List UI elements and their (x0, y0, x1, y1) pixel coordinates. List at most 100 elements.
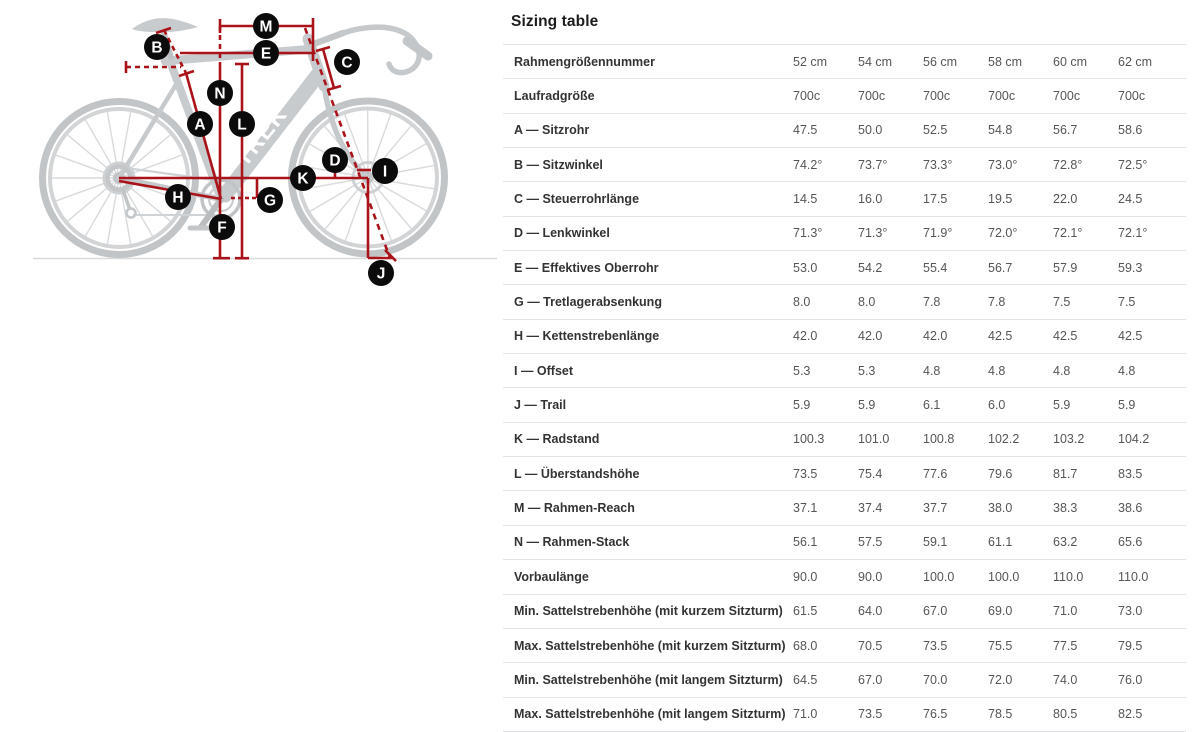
row-value: 56 cm (923, 55, 957, 69)
row-value: 70.5 (858, 639, 882, 653)
row-value: 73.7° (858, 158, 887, 172)
diagram-label-G: G (257, 187, 283, 213)
row-value: 16.0 (858, 192, 882, 206)
row-value: 38.6 (1118, 501, 1142, 515)
row-value: 75.5 (988, 639, 1012, 653)
row-value: 37.4 (858, 501, 882, 515)
svg-text:H: H (172, 190, 183, 207)
row-value: 76.0 (1118, 673, 1142, 687)
row-value: 100.0 (923, 570, 954, 584)
row-value: 700c (988, 89, 1015, 103)
row-value: 90.0 (793, 570, 817, 584)
row-value: 102.2 (988, 432, 1019, 446)
row-value: 71.3° (858, 226, 887, 240)
row-value: 22.0 (1053, 192, 1077, 206)
diagram-label-F: F (209, 214, 235, 240)
table-row: Max. Sattelstrebenhöhe (mit langem Sitzt… (503, 698, 1186, 732)
row-value: 62 cm (1118, 55, 1152, 69)
row-label: Rahmengrößennummer (514, 55, 655, 69)
row-value: 54 cm (858, 55, 892, 69)
row-value: 100.0 (988, 570, 1019, 584)
row-value: 17.5 (923, 192, 947, 206)
row-value: 38.3 (1053, 501, 1077, 515)
row-value: 5.9 (1053, 398, 1070, 412)
row-value: 59.3 (1118, 261, 1142, 275)
brake-hood (407, 41, 428, 56)
row-value: 14.5 (793, 192, 817, 206)
diagram-label-I: I (372, 158, 398, 184)
row-value: 71.0 (793, 707, 817, 721)
bike-geometry-diagram: TREK (0, 0, 500, 300)
row-value: 83.5 (1118, 467, 1142, 481)
row-value: 5.3 (793, 364, 810, 378)
row-value: 73.5 (858, 707, 882, 721)
row-value: 103.2 (1053, 432, 1084, 446)
table-row: Max. Sattelstrebenhöhe (mit kurzem Sitzt… (503, 629, 1186, 663)
row-value: 56.7 (988, 261, 1012, 275)
row-value: 63.2 (1053, 535, 1077, 549)
row-value: 73.5 (793, 467, 817, 481)
row-value: 70.0 (923, 673, 947, 687)
row-value: 72.8° (1053, 158, 1082, 172)
row-value: 73.0 (1118, 604, 1142, 618)
row-value: 4.8 (1053, 364, 1070, 378)
row-value: 74.0 (1053, 673, 1077, 687)
bike-diagram-svg: TREK (0, 0, 500, 300)
sizing-table-title: Sizing table (500, 0, 1199, 44)
table-row: Min. Sattelstrebenhöhe (mit langem Sitzt… (503, 663, 1186, 697)
row-value: 73.3° (923, 158, 952, 172)
row-value: 72.1° (1053, 226, 1082, 240)
row-value: 110.0 (1053, 570, 1083, 584)
svg-text:J: J (377, 266, 386, 283)
row-value: 68.0 (793, 639, 817, 653)
row-value: 78.5 (988, 707, 1012, 721)
row-label: B — Sitzwinkel (514, 158, 603, 172)
diagram-label-H: H (165, 184, 191, 210)
row-value: 75.4 (858, 467, 882, 481)
row-value: 76.5 (923, 707, 947, 721)
row-value: 700c (923, 89, 950, 103)
row-value: 37.1 (793, 501, 817, 515)
row-value: 50.0 (858, 123, 882, 137)
row-value: 64.0 (858, 604, 882, 618)
row-label: D — Lenkwinkel (514, 226, 610, 240)
row-value: 8.0 (858, 295, 875, 309)
diagram-label-K: K (290, 165, 316, 191)
row-value: 58 cm (988, 55, 1022, 69)
row-value: 53.0 (793, 261, 817, 275)
row-value: 8.0 (793, 295, 810, 309)
row-value: 7.5 (1118, 295, 1135, 309)
row-value: 7.5 (1053, 295, 1070, 309)
row-value: 110.0 (1118, 570, 1148, 584)
row-value: 73.5 (923, 639, 947, 653)
row-value: 72.0 (988, 673, 1012, 687)
row-value: 74.2° (793, 158, 822, 172)
row-label: I — Offset (514, 364, 573, 378)
row-value: 5.9 (858, 398, 875, 412)
row-value: 100.8 (923, 432, 954, 446)
diagram-label-E: E (253, 40, 279, 66)
diagram-label-M: M (253, 13, 279, 39)
row-value: 37.7 (923, 501, 947, 515)
row-value: 77.6 (923, 467, 947, 481)
row-value: 67.0 (923, 604, 947, 618)
svg-text:N: N (214, 86, 225, 103)
row-label: E — Effektives Oberrohr (514, 261, 659, 275)
row-value: 81.7 (1053, 467, 1077, 481)
row-value: 79.5 (1118, 639, 1142, 653)
row-label: Min. Sattelstrebenhöhe (mit kurzem Sitzt… (514, 604, 783, 618)
row-value: 42.5 (1053, 329, 1077, 343)
svg-text:D: D (329, 153, 340, 170)
row-value: 57.9 (1053, 261, 1077, 275)
